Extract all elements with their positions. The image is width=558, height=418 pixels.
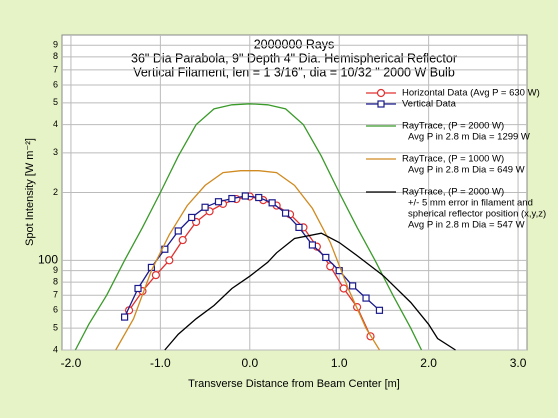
legend-marker	[376, 88, 386, 98]
data-point	[362, 294, 370, 302]
data-point	[339, 284, 348, 293]
y-tick-label: 4	[53, 344, 58, 354]
y-tick-label: 3	[53, 147, 58, 157]
chart-title: Vertical Filament, len = 1 3/16", dia = …	[133, 65, 455, 79]
data-point	[335, 267, 343, 275]
y-tick-label: 5	[53, 323, 58, 333]
y-tick-label: 6	[53, 79, 58, 89]
y-tick-label: 4	[53, 119, 58, 129]
legend-detail: Avg P in 2.8 m Dia = 547 W	[408, 220, 525, 231]
data-point	[151, 270, 160, 280]
x-tick-label: -2.0	[61, 356, 82, 370]
y-tick-label: 9	[53, 40, 58, 50]
y-tick-label: 100	[38, 253, 58, 267]
data-point	[322, 253, 330, 262]
data-point	[120, 313, 129, 321]
data-point	[349, 282, 357, 290]
data-point	[178, 235, 187, 245]
legend-label: RayTrace, (P = 2000 W)	[402, 121, 504, 132]
x-tick-label: 2.0	[420, 356, 437, 370]
legend-label: RayTrace, (P = 1000 W)	[402, 154, 504, 165]
y-tick-label: 7	[53, 64, 58, 74]
legend-detail: Avg P in 2.8 m Dia = 1299 W	[408, 132, 530, 143]
data-point	[326, 262, 335, 271]
x-tick-label: 3.0	[510, 356, 527, 370]
y-tick-label: 7	[53, 290, 58, 300]
legend-detail: spherical reflector position (x,y,z)	[408, 209, 546, 220]
data-point	[375, 306, 384, 314]
data-point	[134, 284, 142, 293]
y-tick-label: 8	[53, 51, 58, 61]
data-point	[241, 192, 249, 200]
y-tick-label: 5	[53, 97, 58, 107]
x-tick-label: 1.0	[331, 356, 348, 370]
series-line	[164, 232, 456, 351]
series-line	[74, 103, 423, 351]
legend-marker	[377, 100, 385, 108]
x-tick-label: 0.0	[241, 356, 258, 370]
x-axis-label: Transverse Distance from Beam Center [m]	[188, 378, 400, 390]
data-point	[174, 227, 182, 235]
data-point	[308, 241, 316, 249]
data-point	[214, 198, 223, 206]
chart-title: 2000000 Rays	[254, 37, 335, 51]
data-point	[281, 209, 290, 217]
data-point	[165, 256, 174, 265]
y-tick-label: 6	[53, 305, 58, 315]
data-point	[201, 203, 209, 211]
y-tick-label: 2	[53, 187, 58, 197]
legend-detail: +/- 5 mm error in filament and	[408, 198, 533, 209]
y-tick-label: 9	[53, 265, 58, 275]
chart-title: 36" Dia Parabola, 9" Depth 4" Dia. Hemis…	[131, 51, 457, 65]
series-line	[115, 170, 381, 351]
legend-label: Horizontal Data (Avg P = 630 W)	[402, 88, 540, 99]
y-tick-label: 8	[53, 277, 58, 287]
data-point	[188, 213, 196, 222]
x-tick-label: -1.0	[150, 356, 171, 370]
legend-detail: Avg P in 2.8 m Dia = 649 W	[408, 165, 525, 176]
y-axis-label: Spot Intensity [W m⁻²]	[24, 138, 36, 246]
legend-label: Vertical Data	[402, 99, 457, 110]
data-point	[295, 223, 303, 232]
data-point	[228, 194, 236, 203]
data-point	[255, 193, 263, 202]
legend-label: RayTrace, (P = 2000 W)	[402, 187, 504, 198]
data-point	[268, 199, 276, 207]
